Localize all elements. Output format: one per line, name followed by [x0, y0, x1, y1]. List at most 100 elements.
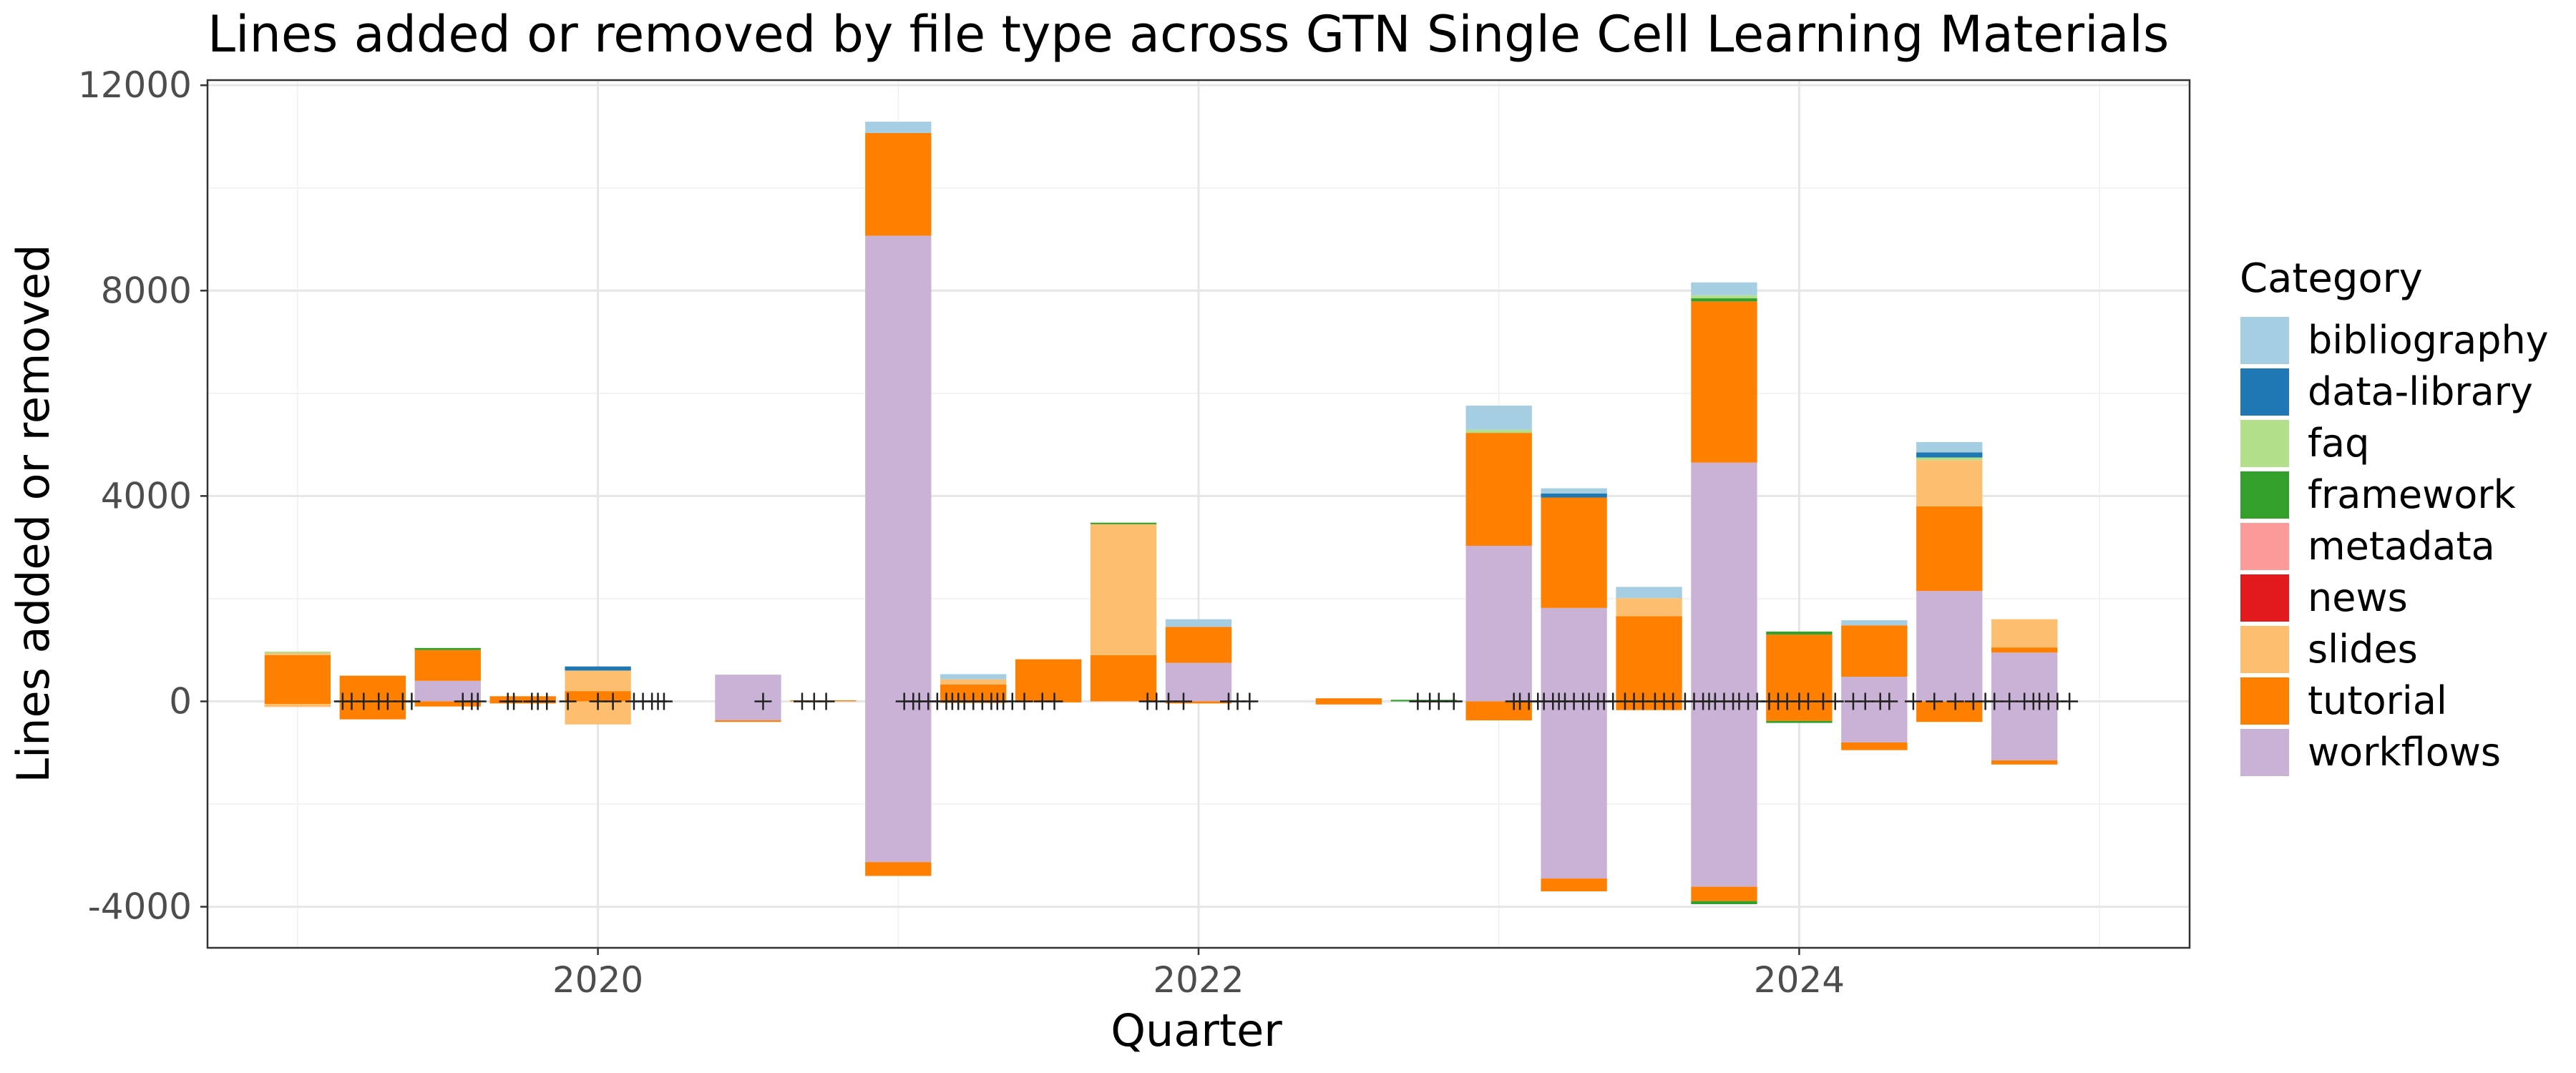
bar-segment-slides: [940, 679, 1007, 685]
bar-segment-slides: [264, 704, 331, 707]
plus-marker: [1799, 692, 1817, 710]
bar-segment-tutorial: [1465, 701, 1532, 721]
bar-segment-data-library: [1916, 452, 1983, 458]
bar-segment-workflows: [715, 701, 781, 721]
plus-marker: [1241, 692, 1259, 710]
bar-segment-workflows: [1991, 701, 2058, 761]
legend-swatch: [2239, 418, 2290, 469]
legend-swatch: [2239, 676, 2290, 726]
plus-marker: [1926, 692, 1943, 710]
bar-segment-tutorial: [865, 132, 932, 236]
bar-segment-tutorial: [1691, 301, 1757, 463]
plus-marker: [1445, 692, 1463, 710]
bar-segment-workflows: [1165, 662, 1232, 702]
bar-segment-tutorial: [1766, 635, 1833, 702]
legend-item-faq: faq: [2239, 418, 2369, 469]
bar-segment-data-library: [565, 666, 631, 671]
plus-marker: [403, 692, 421, 710]
bar-segment-tutorial: [339, 675, 406, 702]
chart-title: Lines added or removed by file type acro…: [208, 5, 2169, 64]
legend-swatch: [2239, 624, 2290, 675]
bar-segment-bibliography: [1541, 488, 1607, 494]
legend-label: slides: [2308, 627, 2418, 672]
plus-marker: [2001, 692, 2019, 710]
y-tick-label: 12000: [78, 64, 192, 106]
bar-segment-workflows: [1541, 701, 1607, 879]
bar-segment-bibliography: [1841, 620, 1908, 626]
y-axis-title: Lines added or removed: [7, 244, 59, 783]
bar-segment-workflows: [1541, 607, 1607, 702]
bar-segment-workflows: [1691, 462, 1757, 702]
bar-segment-workflows: [414, 680, 481, 702]
bar-segment-tutorial: [865, 862, 932, 876]
bar-segment-bibliography: [1465, 406, 1532, 430]
plus-marker: [1904, 692, 1922, 710]
bar-segment-workflows: [865, 701, 932, 863]
plus-marker: [1160, 692, 1178, 710]
bar-segment-workflows: [1465, 546, 1532, 702]
bar-segment-bibliography: [1916, 442, 1983, 453]
bar-segment-workflows: [715, 675, 781, 702]
legend-label: news: [2308, 575, 2408, 620]
bar-segment-tutorial: [1465, 433, 1532, 547]
y-tick-label: 4000: [101, 475, 192, 516]
bar-segment-tutorial: [264, 655, 331, 702]
bar-segment-framework: [1090, 522, 1157, 524]
legend-label: bibliography: [2308, 318, 2549, 363]
plus-marker: [1856, 692, 1874, 710]
plus-marker: [505, 692, 523, 710]
bar-segment-faq: [1916, 457, 1983, 461]
legend-swatch: [2239, 367, 2290, 417]
bar-segment-faq: [264, 651, 331, 654]
bar-segment-tutorial: [1841, 625, 1908, 677]
bar-segment-slides: [264, 653, 331, 655]
legend-swatch: [2239, 573, 2290, 623]
y-axis: -4000 0 4000 8000 12000: [78, 64, 208, 928]
bar-segment-bibliography: [865, 122, 932, 133]
bar-segment-workflows: [865, 235, 932, 702]
legend: Category bibliography data-library faq fram…: [2239, 255, 2549, 778]
bar-segment-tutorial: [414, 650, 481, 681]
bar-segment-tutorial: [1315, 698, 1382, 702]
x-tick-label: 2022: [1153, 959, 1244, 1001]
plus-marker: [655, 692, 673, 710]
legend-label: workflows: [2308, 730, 2501, 775]
bar-segment-tutorial: [1616, 701, 1682, 710]
legend-item-news: news: [2239, 573, 2408, 623]
plus-marker: [754, 692, 772, 710]
bar-segment-workflows: [1916, 591, 1983, 702]
legend-swatch: [2239, 315, 2290, 366]
bar-segment-data-library: [1541, 493, 1607, 498]
bar-segment-framework: [1766, 720, 1833, 723]
legend-label: faq: [2308, 421, 2369, 466]
plus-marker: [1015, 692, 1033, 710]
x-axis-title: Quarter: [1111, 1004, 1282, 1057]
bar-segment-tutorial: [1090, 655, 1157, 702]
bar-segment-slides: [1616, 598, 1682, 617]
plus-marker: [589, 692, 607, 710]
bar-segment-workflows: [1691, 701, 1757, 887]
bar-segment-slides: [565, 670, 631, 692]
bar-segment-slides: [1991, 619, 2058, 648]
plus-marker: [817, 692, 835, 710]
bar-segment-tutorial: [1916, 506, 1983, 592]
plus-marker: [2061, 692, 2079, 710]
x-tick-label: 2024: [1754, 959, 1845, 1001]
bars: [264, 122, 2058, 904]
legend-swatch: [2239, 727, 2290, 778]
bar-segment-tutorial: [1916, 701, 1983, 722]
legend-label: metadata: [2308, 524, 2495, 569]
plus-markers: [333, 692, 2079, 710]
bar-segment-tutorial: [264, 701, 331, 705]
x-axis: 2020 2022 2024: [552, 948, 1845, 1001]
bar-segment-tutorial: [1541, 878, 1607, 892]
bar-segment-tutorial: [1991, 760, 2058, 765]
legend-item-bibliography: bibliography: [2239, 315, 2549, 366]
y-tick-label: -4000: [88, 886, 192, 928]
plus-marker: [1946, 692, 1964, 710]
legend-item-tutorial: tutorial: [2239, 676, 2447, 726]
bar-segment-bibliography: [1616, 587, 1682, 599]
plus-marker: [379, 692, 396, 710]
